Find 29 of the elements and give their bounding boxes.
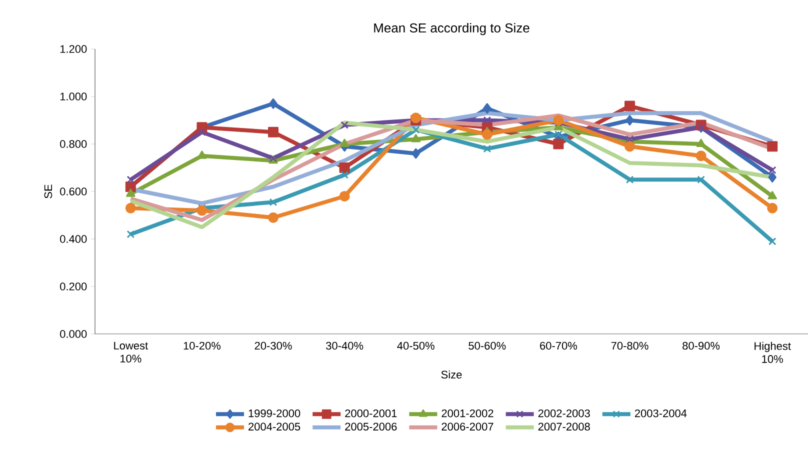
y-tick-label: 0.600 — [60, 188, 87, 196]
y-tick-label: 1.200 — [60, 45, 87, 53]
x-tick-label: 60-70% — [540, 342, 577, 350]
legend-label: 2002-2003 — [538, 409, 590, 418]
x-tick-label: 30-40% — [326, 342, 364, 350]
legend-label: 1999-2000 — [248, 409, 300, 418]
x-tick-label: 50-60% — [468, 342, 506, 350]
x-tick-label: 10-20% — [184, 342, 221, 350]
legend-label: 2005-2006 — [345, 422, 397, 431]
y-tick-label: 1.000 — [60, 92, 87, 100]
x-axis-title: Size — [441, 370, 462, 379]
x-tick-label: Lowest 10% — [114, 342, 148, 363]
legend-label: 2001-2002 — [442, 409, 494, 418]
legend-label: 2006-2007 — [442, 422, 494, 431]
legend-label: 2007-2008 — [538, 422, 590, 431]
x-tick-label: Highest 10% — [754, 342, 791, 363]
x-tick-label: 70-80% — [611, 342, 648, 350]
y-tick-label: 0.400 — [60, 235, 87, 243]
legend-label: 2003-2004 — [634, 409, 687, 418]
x-tick-label: 20-30% — [254, 342, 292, 350]
y-tick-label: 0.800 — [60, 140, 87, 148]
y-axis-title: SE — [44, 184, 52, 198]
y-tick-label: 0.000 — [60, 330, 87, 338]
chart-title: Mean SE according to Size — [374, 23, 530, 36]
y-tick-label: 0.200 — [60, 282, 87, 290]
x-tick-label: 80-90% — [682, 342, 720, 350]
x-tick-label: 40-50% — [397, 342, 434, 350]
legend-label: 2004-2005 — [248, 422, 300, 431]
legend-label: 2000-2001 — [345, 409, 397, 418]
